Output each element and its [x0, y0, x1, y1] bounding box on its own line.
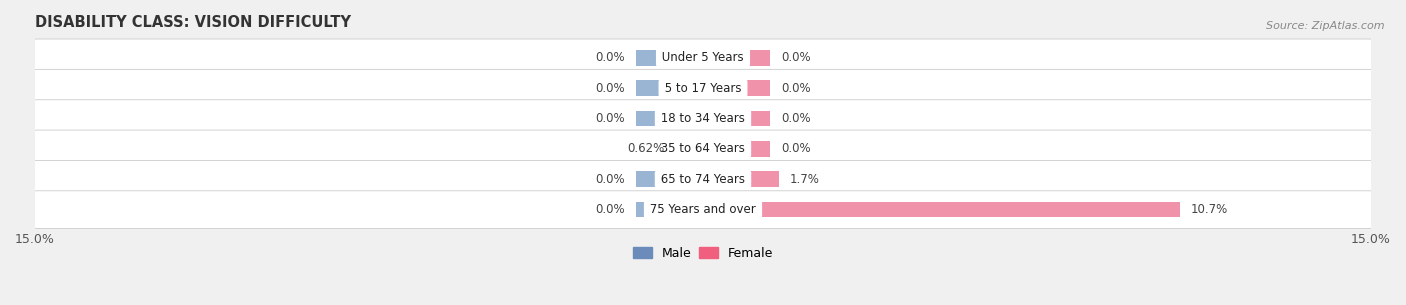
Bar — [636, 80, 703, 96]
Text: 0.0%: 0.0% — [595, 173, 626, 186]
FancyBboxPatch shape — [31, 39, 1375, 77]
FancyBboxPatch shape — [31, 69, 1375, 107]
Text: 18 to 34 Years: 18 to 34 Years — [657, 112, 749, 125]
Bar — [703, 171, 779, 187]
Text: 0.0%: 0.0% — [780, 112, 811, 125]
Text: 0.0%: 0.0% — [780, 82, 811, 95]
Text: 65 to 74 Years: 65 to 74 Years — [657, 173, 749, 186]
Bar — [703, 80, 770, 96]
Text: Source: ZipAtlas.com: Source: ZipAtlas.com — [1267, 21, 1385, 31]
Text: 0.62%: 0.62% — [627, 142, 664, 156]
Text: 0.0%: 0.0% — [595, 82, 626, 95]
Bar — [703, 50, 770, 66]
Text: 0.0%: 0.0% — [595, 203, 626, 216]
Text: 10.7%: 10.7% — [1191, 203, 1227, 216]
Text: DISABILITY CLASS: VISION DIFFICULTY: DISABILITY CLASS: VISION DIFFICULTY — [35, 15, 352, 30]
Bar — [703, 111, 770, 127]
Text: 35 to 64 Years: 35 to 64 Years — [657, 142, 749, 156]
Text: 1.7%: 1.7% — [790, 173, 820, 186]
Bar — [636, 50, 703, 66]
Bar — [636, 202, 703, 217]
FancyBboxPatch shape — [31, 100, 1375, 137]
Text: 0.0%: 0.0% — [780, 142, 811, 156]
Text: 0.0%: 0.0% — [595, 112, 626, 125]
Bar — [703, 141, 770, 157]
Text: 5 to 17 Years: 5 to 17 Years — [661, 82, 745, 95]
Bar — [636, 111, 703, 127]
Bar — [675, 141, 703, 157]
Text: Under 5 Years: Under 5 Years — [658, 51, 748, 64]
FancyBboxPatch shape — [31, 130, 1375, 168]
Bar — [703, 202, 1180, 217]
Text: 0.0%: 0.0% — [780, 51, 811, 64]
Bar — [636, 171, 703, 187]
Legend: Male, Female: Male, Female — [628, 242, 778, 265]
Text: 75 Years and over: 75 Years and over — [647, 203, 759, 216]
FancyBboxPatch shape — [31, 160, 1375, 198]
Text: 0.0%: 0.0% — [595, 51, 626, 64]
FancyBboxPatch shape — [31, 191, 1375, 228]
